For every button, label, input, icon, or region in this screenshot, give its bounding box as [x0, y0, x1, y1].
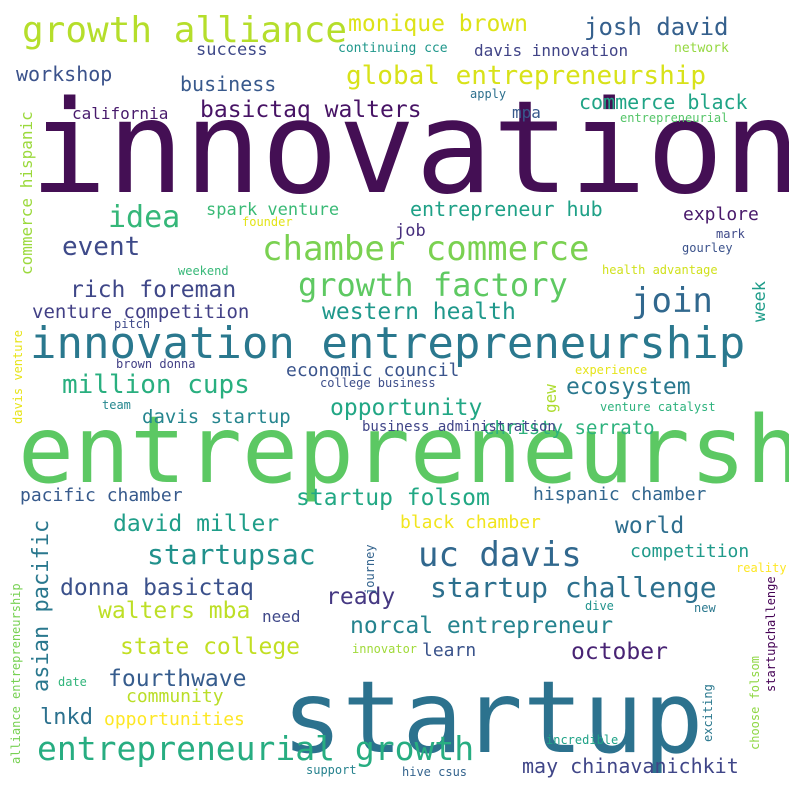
word-commerce-hispanic: commerce hispanic	[17, 111, 36, 275]
word-davis-venture: davis venture	[11, 330, 25, 424]
word-venture-competition: venture competition	[32, 301, 249, 323]
word-growth-alliance: growth alliance	[22, 10, 347, 51]
word-may-chinavanichkit: may chinavanichkit	[522, 754, 739, 778]
word-ecosystem: ecosystem	[566, 374, 691, 400]
word-startupchallenge: startupchallenge	[764, 576, 778, 692]
word-mark: mark	[716, 227, 746, 241]
word-incredible: incredible	[546, 733, 618, 747]
word-event: event	[62, 232, 140, 262]
word-basictaq-walters: basictaq walters	[200, 97, 422, 123]
word-entrepreneurial: entrepreneurial	[620, 111, 728, 125]
word-need: need	[262, 607, 301, 626]
word-business: business	[180, 72, 276, 96]
word-dive: dive	[585, 599, 614, 613]
word-global-entrepreneurship: global entrepreneurship	[346, 61, 706, 91]
word-pacific-chamber: pacific chamber	[20, 485, 183, 506]
word-opportunity: opportunity	[330, 395, 482, 421]
word-alliance-entrepreneurship: alliance entrepreneurship	[9, 583, 23, 764]
word-world: world	[615, 513, 684, 539]
word-california: california	[72, 104, 168, 123]
word-choose-folsom: choose folsom	[748, 656, 762, 750]
word-job: job	[395, 221, 426, 241]
word-entrepreneur-hub: entrepreneur hub	[410, 197, 603, 221]
word-western-health: western health	[322, 299, 516, 325]
word-asian-pacific: asian pacific	[29, 520, 54, 692]
word-rich-foreman: rich foreman	[70, 277, 236, 303]
word-apply: apply	[470, 87, 506, 101]
word-community: community	[126, 686, 224, 707]
word-success: success	[196, 40, 268, 60]
word-monique-brown: monique brown	[348, 11, 528, 37]
word-economic-council: economic council	[286, 360, 459, 381]
word-million-cups: million cups	[62, 370, 250, 400]
word-startupsac: startupsac	[147, 538, 316, 571]
word-explore: explore	[683, 204, 759, 225]
word-group: innovation entrepreneurship startup innovat…	[9, 10, 789, 779]
word-walters-mba: walters mba	[98, 598, 250, 624]
word-mpa: mpa	[512, 103, 541, 122]
word-startup: startup	[282, 659, 703, 776]
word-college-business: college business	[320, 376, 436, 390]
word-spark-venture: spark venture	[206, 200, 339, 220]
word-workshop: workshop	[16, 62, 112, 86]
word-ready: ready	[326, 584, 395, 610]
word-venture-catalyst: venture catalyst	[600, 400, 716, 414]
word-david-miller: david miller	[113, 511, 279, 537]
word-lnkd: lnkd	[40, 705, 93, 730]
word-team: team	[102, 398, 131, 412]
word-innovation: innovation	[30, 74, 789, 223]
word-donna-basictaq: donna basictaq	[60, 575, 254, 601]
word-davis-startup: davis startup	[142, 406, 291, 428]
word-hive-csus: hive csus	[402, 765, 467, 779]
word-reality: reality	[736, 561, 787, 575]
word-exciting: exciting	[701, 684, 715, 742]
word-startup-folsom: startup folsom	[296, 485, 490, 511]
word-week: week	[750, 281, 770, 322]
word-october: october	[571, 639, 668, 665]
word-growth-factory: growth factory	[298, 266, 568, 304]
word-gourley: gourley	[682, 241, 733, 255]
word-learn: learn	[422, 640, 476, 661]
word-journey: journey	[363, 544, 377, 595]
word-black-chamber: black chamber	[400, 512, 541, 533]
word-network: network	[674, 41, 729, 56]
word-norcal-entrepreneur: norcal entrepreneur	[350, 613, 613, 639]
word-continuing-cce: continuing cce	[338, 41, 448, 56]
word-uc-davis: uc davis	[418, 535, 582, 575]
word-entrepreneurial-growth: entrepreneurial growth	[37, 729, 474, 768]
word-date: date	[58, 675, 87, 689]
word-startup-challenge: startup challenge	[430, 571, 717, 604]
word-josh-david: josh david	[584, 13, 729, 41]
word-experience: experience	[575, 363, 647, 377]
word-state-college: state college	[120, 634, 300, 660]
word-entrepreneurship: entrepreneurship	[18, 396, 789, 504]
word-christy-serrato: christy serrato	[483, 417, 655, 439]
word-fourthwave: fourthwave	[108, 666, 246, 692]
word-hispanic-chamber: hispanic chamber	[533, 484, 707, 505]
word-health-advantage: health advantage	[602, 263, 718, 277]
word-gew: gew	[541, 384, 560, 413]
word-davis-innovation: davis innovation	[474, 41, 628, 60]
word-commerce-black: commerce black	[579, 90, 748, 114]
word-pitch: pitch	[114, 317, 150, 331]
word-competition: competition	[630, 541, 749, 562]
word-join: join	[631, 281, 713, 321]
word-innovator: innovator	[352, 642, 417, 656]
word-support: support	[306, 763, 357, 777]
word-chamber-commerce: chamber commerce	[262, 229, 590, 269]
word-new: new	[694, 601, 716, 615]
word-founder: founder	[242, 215, 293, 229]
word-brown-donna: brown donna	[116, 357, 195, 371]
word-innovation-entrepreneurship: innovation entrepreneurship	[30, 318, 745, 369]
word-weekend: weekend	[178, 264, 229, 278]
word-idea: idea	[108, 200, 180, 235]
word-business-administration: business administration	[362, 419, 556, 435]
word-opportunities: opportunities	[104, 709, 245, 730]
